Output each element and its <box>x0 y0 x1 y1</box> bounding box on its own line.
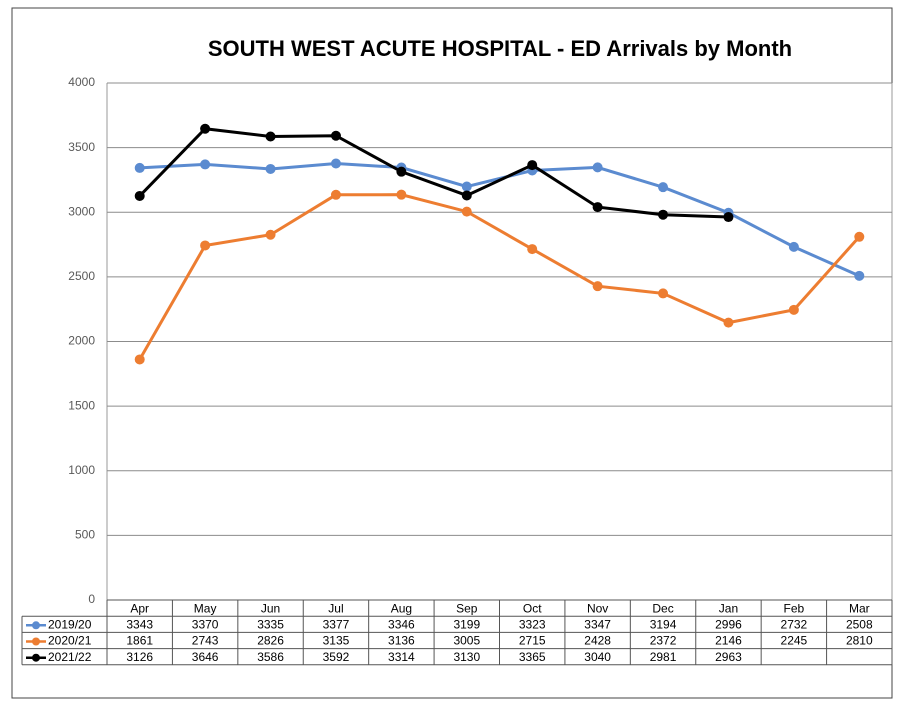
table-value: 2508 <box>846 617 873 631</box>
point <box>330 130 341 141</box>
y-tick-label: 4000 <box>68 75 95 89</box>
point <box>788 304 799 315</box>
point <box>658 209 669 220</box>
legend-key <box>32 637 40 646</box>
table-value: 3586 <box>257 650 284 664</box>
x-tick-label: Feb <box>784 601 805 615</box>
table-value: 2743 <box>192 634 219 648</box>
table-value: 3005 <box>453 634 480 648</box>
table-value: 3194 <box>650 617 677 631</box>
point <box>461 181 472 192</box>
point <box>723 317 734 328</box>
series-line <box>138 193 861 361</box>
y-tick-label: 500 <box>75 528 95 542</box>
table-value: 3646 <box>192 650 219 664</box>
table-value: 3130 <box>453 650 480 664</box>
x-tick-label: Jan <box>719 601 738 615</box>
table-value: 2826 <box>257 634 284 648</box>
point <box>134 190 145 201</box>
point <box>788 241 799 252</box>
point <box>200 240 211 251</box>
table-value: 3040 <box>584 650 611 664</box>
x-tick-label: Jul <box>328 601 343 615</box>
x-tick-label: Apr <box>130 601 149 615</box>
y-tick-label: 3500 <box>68 140 95 154</box>
point <box>723 212 734 223</box>
table-value: 3347 <box>584 617 611 631</box>
x-tick-label: Nov <box>587 601 608 615</box>
x-tick-label: Aug <box>391 601 412 615</box>
point <box>658 182 669 193</box>
table-value: 2428 <box>584 634 611 648</box>
table-value: 3365 <box>519 650 546 664</box>
point <box>200 123 211 134</box>
point <box>396 189 407 200</box>
y-tick-label: 0 <box>88 592 95 606</box>
point <box>592 281 603 292</box>
table-value: 3199 <box>453 617 480 631</box>
point <box>134 162 145 173</box>
y-tick-label: 3000 <box>68 204 95 218</box>
table-value: 3592 <box>323 650 350 664</box>
table-value: 3370 <box>192 617 219 631</box>
table-value: 3335 <box>257 617 284 631</box>
legend-key <box>32 621 40 630</box>
y-tick-label: 1500 <box>68 398 95 412</box>
table-value: 2715 <box>519 634 546 648</box>
y-tick-label: 2500 <box>68 269 95 283</box>
point <box>265 131 276 142</box>
point <box>461 206 472 217</box>
table-value: 3136 <box>388 634 415 648</box>
table-value: 3135 <box>323 634 350 648</box>
legend-label: 2021/22 <box>48 650 92 664</box>
point <box>658 288 669 299</box>
table-value: 2732 <box>781 617 808 631</box>
y-tick-label: 1000 <box>68 463 95 477</box>
table-value: 2810 <box>846 634 873 648</box>
series-line <box>138 127 729 219</box>
series-line <box>139 162 860 278</box>
table-value: 3126 <box>126 650 153 664</box>
legend-label: 2019/20 <box>48 617 92 631</box>
table-value: 2372 <box>650 634 677 648</box>
point <box>527 160 538 171</box>
point <box>134 354 145 365</box>
x-tick-label: Jun <box>261 601 280 615</box>
point <box>200 159 211 170</box>
table-value: 2963 <box>715 650 742 664</box>
table-value: 3377 <box>323 617 350 631</box>
x-tick-label: Sep <box>456 601 478 615</box>
table-value: 1861 <box>126 634 153 648</box>
point <box>396 166 407 177</box>
point <box>592 162 603 173</box>
point <box>527 244 538 255</box>
point <box>461 190 472 201</box>
table-value: 2996 <box>715 617 742 631</box>
x-tick-label: Oct <box>523 601 542 615</box>
legend-key <box>32 653 40 662</box>
point <box>854 270 865 281</box>
point <box>854 231 865 242</box>
table-value: 3343 <box>126 617 153 631</box>
table-value: 3323 <box>519 617 546 631</box>
point <box>265 229 276 240</box>
y-tick-label: 2000 <box>68 334 95 348</box>
legend-label: 2020/21 <box>48 634 92 648</box>
point <box>330 158 341 169</box>
point <box>592 202 603 213</box>
table-value: 3346 <box>388 617 415 631</box>
table-value: 2146 <box>715 634 742 648</box>
chart-title: SOUTH WEST ACUTE HOSPITAL - ED Arrivals … <box>208 36 792 61</box>
point <box>265 163 276 174</box>
point <box>330 189 341 200</box>
x-tick-label: Mar <box>849 601 870 615</box>
x-tick-label: May <box>194 601 217 615</box>
table-value: 2981 <box>650 650 677 664</box>
x-tick-label: Dec <box>652 601 673 615</box>
table-value: 2245 <box>781 634 808 648</box>
table-value: 3314 <box>388 650 415 664</box>
